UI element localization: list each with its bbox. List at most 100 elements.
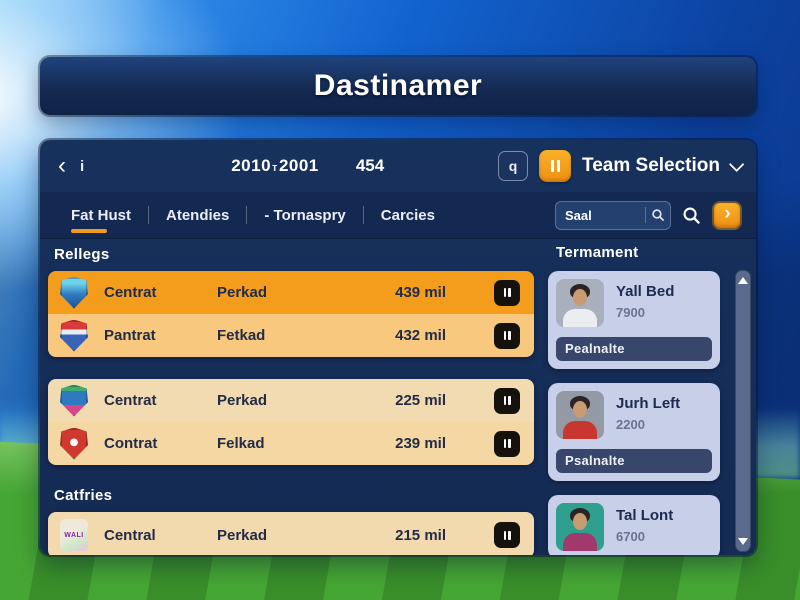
pause-icon <box>503 331 512 340</box>
avatar-face <box>573 289 587 306</box>
avatar-shirt <box>563 421 597 439</box>
chevron-right-icon: › <box>724 203 731 224</box>
pause-icon <box>503 396 512 405</box>
avatar-face <box>573 401 587 418</box>
player-info: Yall Bed 7900 <box>616 283 674 327</box>
player-name: Tal Lont <box>616 507 674 524</box>
tab-label: - Tornaspry <box>264 206 346 224</box>
player-avatar <box>556 391 604 439</box>
row-pause-button[interactable] <box>494 430 520 457</box>
main-panel: ‹ i 2010т2001 454 q Team Selection <box>40 140 756 555</box>
tab-carcies[interactable]: Carcies <box>364 192 452 238</box>
row-detail: Perkad <box>217 526 268 544</box>
go-button[interactable]: › <box>712 200 742 230</box>
player-badge: Psalnalte <box>556 449 712 473</box>
search-cluster: › <box>555 200 744 230</box>
tab-divider <box>362 206 364 224</box>
club-name: Central <box>104 526 156 544</box>
club-name: Centrat <box>104 392 157 409</box>
tab-label: Carcies <box>380 206 435 224</box>
title-banner: Dastinamer <box>40 57 756 115</box>
table-row[interactable]: Centrat Perkad 439 mil <box>48 271 534 314</box>
score-away: 2001 <box>278 156 319 175</box>
row-detail: Fetkad <box>217 327 266 344</box>
club-name: Pantrat <box>104 327 156 344</box>
search-icon <box>683 207 700 224</box>
scroll-down-icon[interactable] <box>738 538 748 545</box>
table-row[interactable]: Pantrat Fetkad 432 mil <box>48 314 534 357</box>
avatar-face <box>573 513 587 530</box>
pause-icon <box>503 288 512 297</box>
players-panel: Termament Yall Bed 7900 Pealnalte <box>548 244 748 555</box>
player-card[interactable]: Jurh Left 2200 Psalnalte <box>548 383 720 481</box>
player-info: Jurh Left 2200 <box>616 395 680 439</box>
section-title-rellegs: Rellegs <box>54 246 110 263</box>
tab-atendies[interactable]: Atendies <box>149 192 246 238</box>
header-actions: q Team Selection <box>498 150 745 182</box>
club-name: Centrat <box>104 284 157 301</box>
tab-divider <box>246 206 248 224</box>
chevron-down-icon <box>728 156 745 172</box>
back-button[interactable]: ‹ <box>56 154 68 178</box>
table-row[interactable]: Contrat Felkad 239 mil <box>48 422 534 465</box>
row-value: 239 mil <box>395 435 446 452</box>
search-box <box>555 200 671 230</box>
section-title-catfries: Catfries <box>54 487 113 504</box>
row-value: 225 mil <box>395 392 446 409</box>
scroll-up-icon[interactable] <box>738 277 748 284</box>
row-pause-button[interactable] <box>494 322 520 349</box>
club-crest-icon <box>60 427 88 460</box>
avatar-shirt <box>563 309 597 327</box>
player-avatar <box>556 279 604 327</box>
player-value: 7900 <box>616 305 645 320</box>
row-pause-button[interactable] <box>494 522 520 548</box>
panel-header: ‹ i 2010т2001 454 q Team Selection <box>40 140 756 192</box>
tab-divider <box>148 206 149 224</box>
player-card-top: Tal Lont 6700 <box>556 503 712 551</box>
club-crest-icon <box>60 276 88 309</box>
pause-icon <box>503 439 512 448</box>
row-detail: Perkad <box>217 392 268 409</box>
search-box-divider <box>645 207 646 223</box>
tab-fat-hust[interactable]: Fat Hust <box>54 192 148 238</box>
scrollbar[interactable] <box>735 270 751 552</box>
team-selection-dropdown[interactable]: Team Selection <box>582 155 745 177</box>
player-card[interactable]: Yall Bed 7900 Pealnalte <box>548 271 720 369</box>
player-value: 2200 <box>616 417 645 432</box>
player-info: Tal Lont 6700 <box>616 507 673 551</box>
section-title-termament: Termament <box>556 244 639 261</box>
table-row[interactable]: Centrat Perkad 225 mil <box>48 379 534 422</box>
club-name: Contrat <box>104 435 158 452</box>
row-pause-button[interactable] <box>494 279 520 306</box>
row-detail: Felkad <box>217 435 265 452</box>
info-icon: i <box>80 157 85 175</box>
score-divider: т <box>272 162 278 174</box>
club-logo-text: WALI <box>64 531 84 539</box>
club-crest-icon <box>60 319 88 352</box>
row-value: 439 mil <box>395 284 446 301</box>
player-badge: Pealnalte <box>556 337 712 361</box>
header-stat-value: 454 <box>355 156 385 175</box>
tab-tornaspry[interactable]: - Tornaspry <box>247 192 362 238</box>
player-card[interactable]: Tal Lont 6700 <box>548 495 720 555</box>
pause-icon <box>550 160 561 172</box>
search-input[interactable] <box>563 206 645 224</box>
flag-button[interactable]: q <box>498 151 529 181</box>
tab-label: Fat Hust <box>71 206 131 224</box>
player-value: 6700 <box>616 529 645 544</box>
table-row[interactable]: WALI Central Perkad 215 mil <box>48 512 534 555</box>
pause-button[interactable] <box>539 150 572 182</box>
score-home: 2010 <box>231 156 272 175</box>
pause-icon <box>503 530 512 540</box>
team-selection-label: Team Selection <box>582 155 720 176</box>
row-pause-button[interactable] <box>494 387 520 414</box>
club-crest-icon: WALI <box>60 519 88 551</box>
club-group: WALI Central Perkad 215 mil <box>48 512 534 555</box>
player-name: Jurh Left <box>616 395 681 412</box>
search-button[interactable] <box>682 206 701 225</box>
clubs-list: Rellegs Centrat Perkad 439 mil Pantrat F… <box>48 240 534 555</box>
tab-bar: Fat Hust Atendies - Tornaspry Carcies <box>40 192 756 239</box>
row-detail: Perkad <box>217 284 268 301</box>
player-card-top: Jurh Left 2200 <box>556 391 712 439</box>
